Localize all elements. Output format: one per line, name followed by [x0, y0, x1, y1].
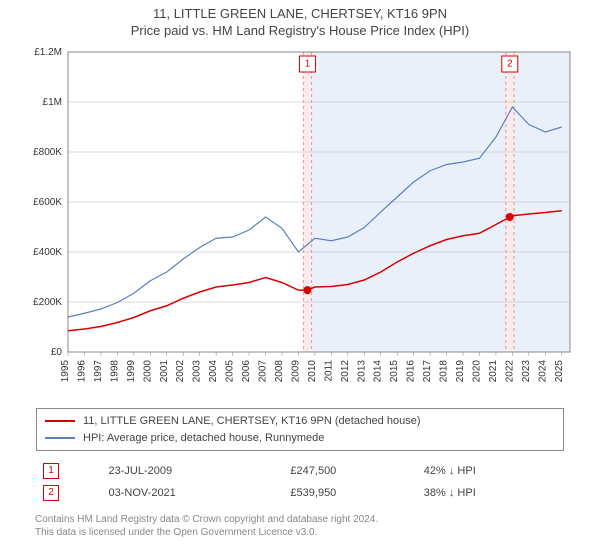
svg-text:2019: 2019 [455, 360, 466, 383]
event-price: £247,500 [284, 461, 415, 481]
svg-text:2001: 2001 [159, 360, 170, 383]
title-line1: 11, LITTLE GREEN LANE, CHERTSEY, KT16 9P… [0, 6, 600, 21]
svg-text:2013: 2013 [356, 360, 367, 383]
svg-text:£0: £0 [51, 347, 63, 358]
legend-item-hpi: HPI: Average price, detached house, Runn… [45, 430, 555, 447]
svg-text:2023: 2023 [521, 360, 532, 383]
svg-text:1995: 1995 [60, 360, 71, 383]
svg-text:2018: 2018 [439, 360, 450, 383]
legend-item-property: 11, LITTLE GREEN LANE, CHERTSEY, KT16 9P… [45, 413, 555, 430]
svg-text:2002: 2002 [175, 360, 186, 383]
event-price: £539,950 [284, 483, 415, 503]
event-date: 23-JUL-2009 [103, 461, 283, 481]
svg-text:2011: 2011 [323, 360, 334, 382]
svg-text:1998: 1998 [109, 360, 120, 383]
svg-text:2022: 2022 [504, 360, 515, 383]
event-marker: 2 [43, 485, 59, 501]
legend-label: HPI: Average price, detached house, Runn… [83, 430, 324, 447]
svg-text:2008: 2008 [274, 360, 285, 383]
svg-text:£400K: £400K [33, 247, 62, 258]
svg-text:2012: 2012 [340, 360, 351, 383]
price-chart: £0 £200K £400K £600K £800K £1M £1.2M 1995 1996 19… [20, 44, 580, 404]
event-row: 1 23-JUL-2009 £247,500 42% ↓ HPI [37, 461, 563, 481]
svg-text:2021: 2021 [488, 360, 499, 383]
svg-text:2020: 2020 [471, 360, 482, 383]
svg-text:2009: 2009 [290, 360, 301, 383]
svg-text:2003: 2003 [192, 360, 203, 383]
event-delta: 38% ↓ HPI [418, 483, 563, 503]
svg-text:2: 2 [507, 59, 513, 70]
svg-text:2025: 2025 [554, 360, 565, 383]
footnote: Contains HM Land Registry data © Crown c… [35, 513, 565, 539]
event-row: 2 03-NOV-2021 £539,950 38% ↓ HPI [37, 483, 563, 503]
svg-text:£600K: £600K [33, 197, 62, 208]
event-delta: 42% ↓ HPI [418, 461, 563, 481]
events-table: 1 23-JUL-2009 £247,500 42% ↓ HPI 2 03-NO… [35, 459, 565, 505]
svg-text:2005: 2005 [225, 360, 236, 383]
event-date: 03-NOV-2021 [103, 483, 283, 503]
svg-text:£800K: £800K [33, 147, 62, 158]
svg-text:£200K: £200K [33, 297, 62, 308]
legend-label: 11, LITTLE GREEN LANE, CHERTSEY, KT16 9P… [83, 413, 421, 430]
svg-text:2016: 2016 [406, 360, 417, 383]
svg-text:2006: 2006 [241, 360, 252, 383]
svg-text:£1.2M: £1.2M [34, 47, 62, 58]
svg-text:2017: 2017 [422, 360, 433, 383]
svg-text:£1M: £1M [43, 97, 62, 108]
svg-text:1996: 1996 [76, 360, 87, 383]
svg-text:2024: 2024 [537, 360, 548, 383]
svg-text:2014: 2014 [373, 360, 384, 383]
footnote-line: Contains HM Land Registry data © Crown c… [35, 513, 565, 526]
svg-text:1997: 1997 [93, 360, 104, 383]
svg-text:2015: 2015 [389, 360, 400, 383]
svg-text:1999: 1999 [126, 360, 137, 383]
footnote-line: This data is licensed under the Open Gov… [35, 526, 565, 539]
svg-text:1: 1 [305, 59, 311, 70]
svg-text:2004: 2004 [208, 360, 219, 383]
event-marker: 1 [43, 463, 59, 479]
svg-text:2000: 2000 [142, 360, 153, 383]
svg-text:2007: 2007 [258, 360, 269, 383]
svg-text:2010: 2010 [307, 360, 318, 383]
legend: 11, LITTLE GREEN LANE, CHERTSEY, KT16 9P… [36, 408, 564, 451]
title-line2: Price paid vs. HM Land Registry's House … [0, 23, 600, 38]
